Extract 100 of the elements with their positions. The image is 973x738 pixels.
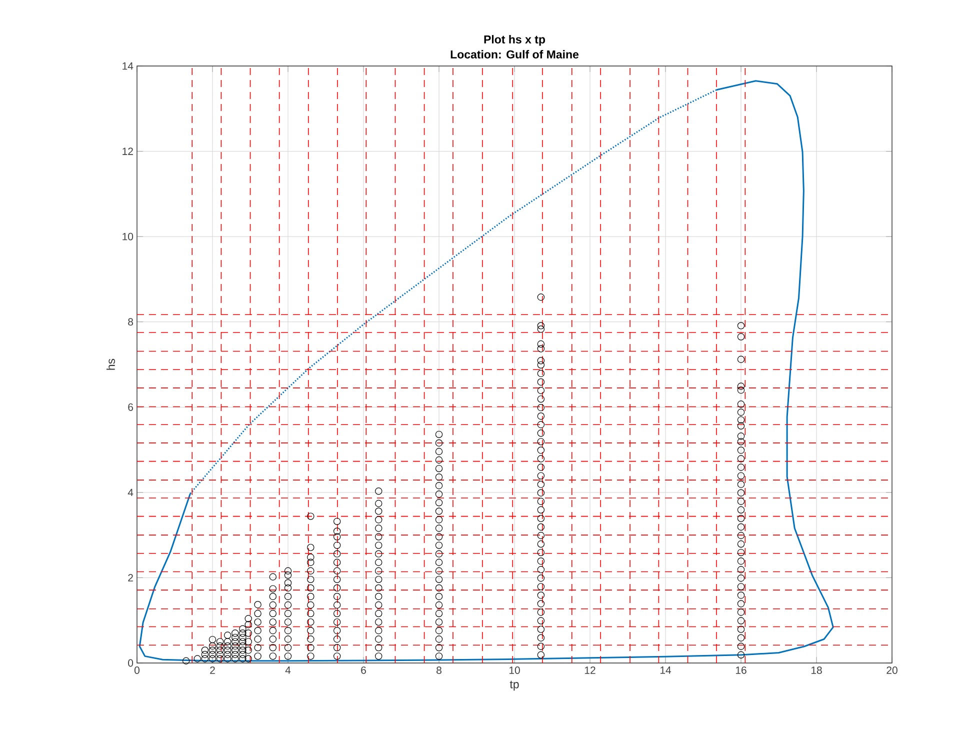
point <box>737 416 745 424</box>
point <box>307 610 314 618</box>
point <box>333 533 341 540</box>
x-tick-label: 12 <box>584 666 596 674</box>
point <box>375 610 382 618</box>
point <box>269 573 276 580</box>
point <box>239 655 246 662</box>
point <box>737 322 745 330</box>
point <box>375 558 382 566</box>
point <box>737 626 745 633</box>
point <box>435 482 443 490</box>
point <box>375 618 382 626</box>
point <box>269 592 276 600</box>
point <box>208 642 216 650</box>
x-tick-label: 16 <box>736 666 746 674</box>
point <box>737 489 745 496</box>
point <box>435 584 443 592</box>
point <box>333 592 341 600</box>
point <box>239 646 246 654</box>
point <box>435 644 443 652</box>
y-tick-label: 8 <box>128 318 134 326</box>
point <box>239 625 246 632</box>
chart-title: Plot hs x tp <box>484 35 546 46</box>
x-tick-label: 14 <box>660 666 672 674</box>
point <box>537 430 545 437</box>
point <box>239 650 246 658</box>
point <box>194 655 201 662</box>
point <box>232 646 239 654</box>
point <box>375 601 382 609</box>
point <box>537 480 545 488</box>
point <box>307 618 314 626</box>
point <box>737 408 745 416</box>
point <box>333 618 341 626</box>
point <box>232 655 239 662</box>
point <box>537 340 545 348</box>
point <box>537 592 545 599</box>
point <box>737 464 745 471</box>
point <box>537 583 545 590</box>
point <box>201 655 209 662</box>
point <box>537 489 545 496</box>
point <box>307 576 314 584</box>
point <box>284 584 292 592</box>
point <box>537 438 545 446</box>
point <box>537 395 545 403</box>
point <box>737 480 745 488</box>
point <box>239 634 246 642</box>
point <box>307 592 314 600</box>
point <box>537 345 545 352</box>
point <box>284 579 292 586</box>
point <box>307 567 314 574</box>
point <box>375 576 382 584</box>
point <box>269 618 276 626</box>
point <box>375 524 382 532</box>
point <box>435 448 443 456</box>
y-tick-label: 4 <box>128 488 134 496</box>
point <box>737 506 745 514</box>
point <box>333 550 341 558</box>
point <box>435 439 443 447</box>
point <box>375 567 382 574</box>
point <box>435 567 443 574</box>
point <box>375 636 382 643</box>
point <box>307 558 314 566</box>
point <box>254 600 262 608</box>
point <box>254 610 262 618</box>
point <box>307 584 314 592</box>
point <box>244 621 252 628</box>
point <box>333 644 341 652</box>
point <box>254 636 262 643</box>
point <box>333 626 341 634</box>
point <box>537 326 545 333</box>
point <box>737 548 745 556</box>
point <box>269 626 276 634</box>
x-tick-label: 4 <box>285 666 291 674</box>
point <box>435 652 443 660</box>
point <box>737 333 745 340</box>
point <box>208 655 216 662</box>
point <box>375 542 382 549</box>
point <box>307 644 314 652</box>
point <box>435 508 443 515</box>
point <box>435 610 443 618</box>
y-tick-label: 6 <box>128 403 134 411</box>
point <box>224 650 232 658</box>
point <box>224 638 232 646</box>
point <box>537 574 545 582</box>
point <box>537 532 545 540</box>
point <box>333 558 341 566</box>
chart-subtitle: Location: Gulf of Maine <box>450 50 579 58</box>
point <box>537 608 545 616</box>
point <box>208 636 216 644</box>
point <box>269 652 276 660</box>
point <box>232 638 239 646</box>
point <box>737 600 745 608</box>
point <box>284 610 292 618</box>
point <box>182 657 190 664</box>
point <box>537 357 545 364</box>
point <box>737 608 745 616</box>
point <box>737 498 745 505</box>
point <box>284 626 292 634</box>
point <box>224 646 232 654</box>
point <box>333 601 341 609</box>
